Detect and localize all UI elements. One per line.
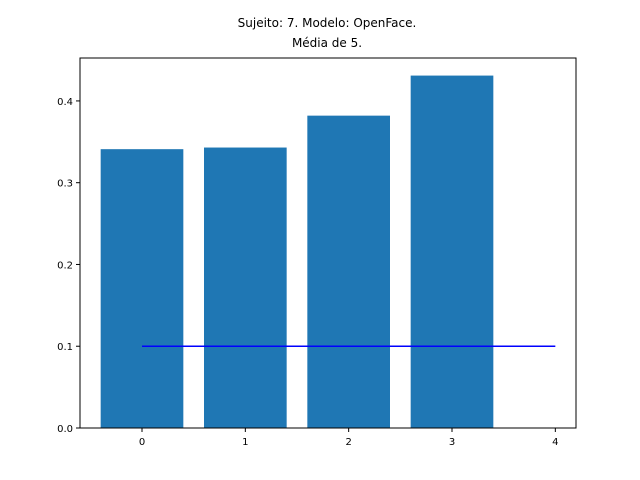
y-tick-label: 0.2 bbox=[57, 260, 73, 271]
bar-2 bbox=[307, 115, 390, 428]
x-tick-label: 4 bbox=[552, 437, 558, 448]
chart-title-line-2: Média de 5. bbox=[292, 36, 362, 50]
y-tick-label: 0.0 bbox=[57, 424, 73, 435]
x-tick-label: 2 bbox=[345, 437, 351, 448]
y-tick-label: 0.4 bbox=[57, 97, 73, 108]
plot-frame bbox=[79, 57, 577, 429]
bar-1 bbox=[204, 147, 287, 428]
y-tick-label: 0.3 bbox=[57, 179, 73, 190]
x-tick-label: 0 bbox=[139, 437, 145, 448]
chart-title-line-1: Sujeito: 7. Modelo: OpenFace. bbox=[238, 16, 417, 30]
bar-3 bbox=[410, 75, 494, 428]
x-axis-ticks: 0 1 2 3 4 bbox=[139, 428, 559, 448]
x-tick-label: 3 bbox=[449, 437, 455, 448]
bar-0 bbox=[100, 149, 184, 428]
bars-group bbox=[100, 75, 494, 428]
y-axis-ticks: 0.0 0.1 0.2 0.3 0.4 bbox=[57, 97, 80, 435]
y-tick-label: 0.1 bbox=[57, 342, 73, 353]
x-tick-label: 1 bbox=[242, 437, 248, 448]
